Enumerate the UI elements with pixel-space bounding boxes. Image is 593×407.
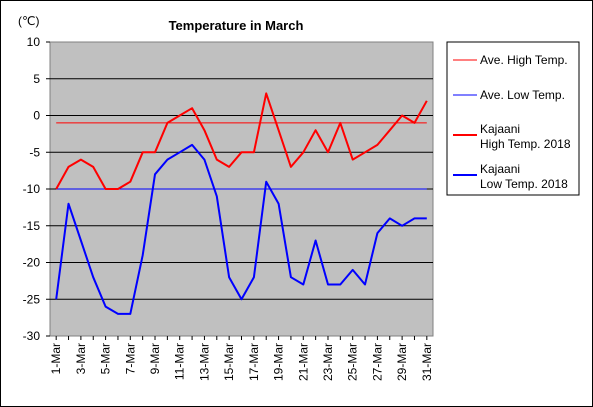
x-tick-label: 5-Mar <box>99 343 113 374</box>
y-tick-label: -25 <box>23 292 41 306</box>
legend-label: Kajaani Low Temp. 2018 <box>480 162 568 191</box>
x-tick-label: 1-Mar <box>49 343 63 374</box>
legend-label: Ave. High Temp. <box>480 53 568 67</box>
x-tick-label: 25-Mar <box>346 343 360 381</box>
x-tick-label: 17-Mar <box>247 343 261 381</box>
y-tick-label: 0 <box>33 109 40 123</box>
chart-title: Temperature in March <box>169 18 304 33</box>
x-tick-label: 7-Mar <box>123 343 137 374</box>
legend-box <box>446 41 580 196</box>
y-tick-label: -5 <box>29 145 40 159</box>
series-line-3 <box>55 92 428 190</box>
unit-label: (℃) <box>18 14 39 28</box>
legend-label-line: Kajaani <box>480 122 520 136</box>
legend: Ave. High Temp.Ave. Low Temp.Kajaani High… <box>453 53 571 191</box>
y-tick-label: -15 <box>23 219 41 233</box>
x-tick-label: 27-Mar <box>370 343 384 381</box>
x-axis: 1-Mar 3-Mar 5-Mar 7-Mar 9-Mar 11-Mar 13-Mar 15-… <box>49 336 434 381</box>
x-tick-label: 3-Mar <box>74 343 88 374</box>
x-tick-label: 9-Mar <box>148 343 162 374</box>
y-tick-label: -30 <box>23 329 41 343</box>
x-tick-label: 13-Mar <box>197 343 211 381</box>
y-axis: 10 5 0 -5 -10 -15 -20 -25 -30 <box>23 35 50 343</box>
legend-label-line: Low Temp. 2018 <box>480 177 568 191</box>
y-tick-label: -20 <box>23 256 41 270</box>
legend-label-line: High Temp. 2018 <box>480 137 571 151</box>
x-tick-label: 31-Mar <box>420 343 434 381</box>
legend-label: Kajaani High Temp. 2018 <box>480 122 571 151</box>
legend-label-line: Kajaani <box>480 162 520 176</box>
legend-label: Ave. Low Temp. <box>480 88 565 102</box>
series-group <box>55 92 428 315</box>
y-tick-label: -10 <box>23 182 41 196</box>
x-tick-label: 15-Mar <box>222 343 236 381</box>
series-line-4 <box>55 143 427 315</box>
x-tick-label: 11-Mar <box>173 343 187 380</box>
x-tick-label: 29-Mar <box>395 343 409 381</box>
x-tick-label: 19-Mar <box>272 343 286 381</box>
x-tick-label: 23-Mar <box>321 343 335 381</box>
y-tick-label: 5 <box>33 72 40 86</box>
gridlines <box>50 78 433 300</box>
x-tick-label: 21-Mar <box>296 343 310 381</box>
y-tick-label: 10 <box>27 35 41 49</box>
